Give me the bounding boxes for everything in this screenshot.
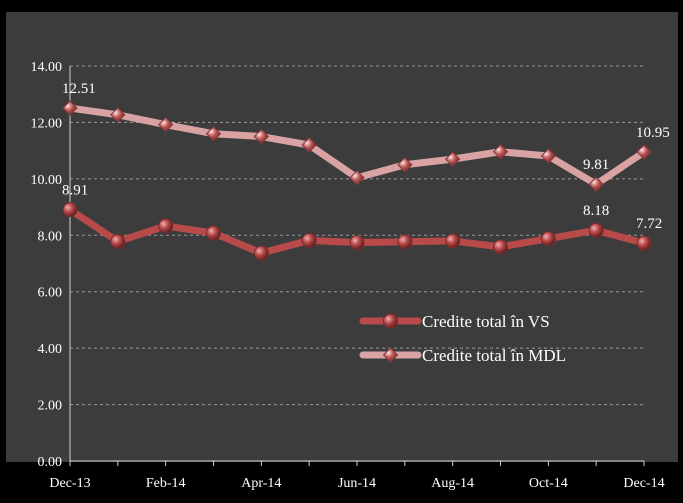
data-point bbox=[301, 137, 317, 153]
legend-entry: Credite total în VS bbox=[359, 312, 550, 331]
data-labels: 8.91 8.18 7.72 12.51 9.81 10.95 bbox=[62, 81, 670, 232]
y-tick-label: 10.00 bbox=[31, 173, 63, 188]
x-tick-label: Dec-13 bbox=[49, 476, 90, 491]
x-tick-label: Apr-14 bbox=[241, 476, 281, 491]
y-tick-label: 2.00 bbox=[38, 399, 63, 414]
y-tick-label: 14.00 bbox=[31, 60, 63, 75]
data-point bbox=[205, 126, 222, 142]
data-point bbox=[301, 232, 317, 248]
data-label: 10.95 bbox=[636, 125, 670, 141]
data-point bbox=[445, 233, 461, 249]
legend-label: Credite total în VS bbox=[422, 312, 550, 331]
data-label: 9.81 bbox=[583, 157, 609, 173]
data-point bbox=[540, 148, 557, 164]
data-point bbox=[588, 222, 604, 238]
legend-label: Credite total în MDL bbox=[422, 346, 566, 365]
y-tick-label: 0.00 bbox=[38, 455, 63, 470]
legend-entry: Credite total în MDL bbox=[359, 346, 566, 365]
data-point bbox=[349, 235, 365, 251]
data-label: 7.72 bbox=[636, 216, 662, 232]
data-point bbox=[158, 218, 174, 234]
x-tick-label: Feb-14 bbox=[146, 476, 186, 491]
data-point bbox=[397, 234, 413, 250]
data-point bbox=[62, 202, 78, 218]
y-tick-label: 12.00 bbox=[31, 116, 63, 131]
legend-marker bbox=[382, 347, 399, 363]
data-point bbox=[397, 157, 413, 173]
data-point bbox=[206, 225, 221, 241]
data-point bbox=[444, 151, 461, 167]
data-point bbox=[253, 245, 269, 261]
series-lines bbox=[62, 100, 652, 261]
x-tick-label: Jun-14 bbox=[338, 476, 376, 491]
series-vs bbox=[62, 202, 652, 261]
y-tick-label: 6.00 bbox=[38, 286, 63, 301]
axes: 0.00 2.00 4.00 6.00 8.00 10.00 12.00 14.00 Dec-1… bbox=[31, 60, 665, 491]
data-point bbox=[157, 116, 174, 133]
data-point bbox=[588, 176, 604, 192]
data-point bbox=[636, 144, 652, 160]
data-point bbox=[349, 170, 365, 186]
data-point bbox=[110, 107, 126, 123]
x-tick-label: Dec-14 bbox=[623, 476, 664, 491]
data-point bbox=[110, 233, 126, 249]
x-tick-label: Oct-14 bbox=[529, 476, 568, 491]
data-point bbox=[253, 128, 270, 145]
data-point bbox=[636, 235, 652, 251]
legend: Credite total în VS Credite total în MDL bbox=[359, 312, 566, 365]
data-point bbox=[540, 231, 556, 247]
data-label: 8.91 bbox=[62, 183, 88, 199]
data-point bbox=[62, 100, 78, 116]
data-point bbox=[492, 144, 509, 160]
data-label: 12.51 bbox=[62, 81, 96, 97]
x-tick-label: Aug-14 bbox=[431, 476, 474, 491]
y-tick-label: 4.00 bbox=[38, 342, 63, 357]
data-label: 8.18 bbox=[583, 203, 609, 219]
data-point bbox=[493, 239, 508, 255]
y-tick-label: 8.00 bbox=[38, 229, 63, 244]
legend-marker bbox=[383, 313, 398, 329]
series-mdl bbox=[62, 100, 652, 192]
